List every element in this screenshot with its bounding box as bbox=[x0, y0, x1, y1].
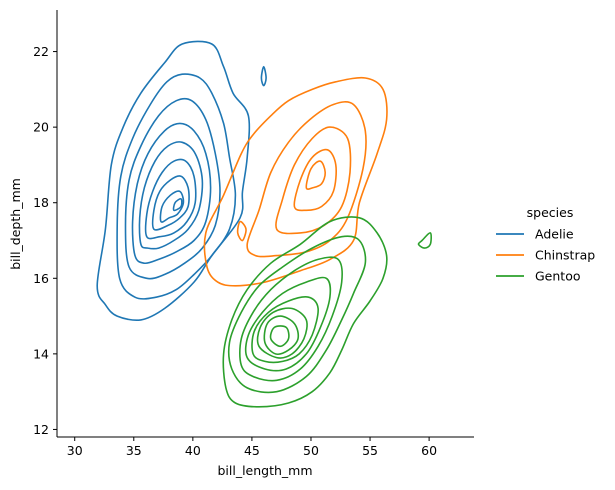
adelie-contour-8 bbox=[159, 190, 185, 223]
x-tick-label: 35 bbox=[126, 443, 142, 458]
legend: species Adelie Chinstrap Gentoo bbox=[496, 205, 595, 284]
y-tick-label: 16 bbox=[33, 271, 49, 286]
gentoo-contour-2 bbox=[227, 235, 367, 394]
gentoo-contour-8 bbox=[269, 325, 290, 348]
chinstrap-contour-3 bbox=[275, 126, 352, 235]
y-tick-label: 14 bbox=[33, 346, 49, 361]
legend-label: Gentoo bbox=[535, 269, 581, 284]
chinstrap-contour-6 bbox=[236, 220, 247, 242]
gentoo-contour-7 bbox=[263, 315, 300, 355]
chinstrap-contour-5 bbox=[305, 160, 327, 190]
x-tick-label: 30 bbox=[67, 443, 83, 458]
gentoo-contour-3 bbox=[239, 256, 343, 382]
x-axis-ticks: 30 35 40 45 50 55 60 bbox=[67, 437, 437, 458]
adelie-contour-6 bbox=[144, 158, 197, 240]
legend-label: Adelie bbox=[535, 227, 574, 242]
chinstrap-contour-4 bbox=[293, 148, 337, 212]
legend-label: Chinstrap bbox=[535, 248, 595, 263]
legend-title: species bbox=[527, 205, 574, 220]
gentoo-contour-1 bbox=[222, 216, 388, 408]
y-axis-ticks: 12 14 16 18 20 22 bbox=[33, 44, 57, 437]
legend-item-chinstrap: Chinstrap bbox=[496, 248, 595, 263]
y-tick-label: 18 bbox=[33, 195, 49, 210]
y-tick-label: 20 bbox=[33, 120, 49, 135]
legend-item-gentoo: Gentoo bbox=[496, 269, 581, 284]
gentoo-contour-5 bbox=[251, 296, 319, 364]
series-chinstrap-contours bbox=[203, 76, 388, 287]
adelie-contour-10 bbox=[260, 65, 267, 87]
x-tick-label: 60 bbox=[421, 443, 437, 458]
x-tick-label: 50 bbox=[303, 443, 319, 458]
x-tick-label: 55 bbox=[362, 443, 378, 458]
chinstrap-contour-2 bbox=[246, 101, 367, 258]
contour-layer bbox=[96, 40, 432, 408]
legend-item-adelie: Adelie bbox=[496, 227, 574, 242]
chinstrap-contour-1 bbox=[203, 76, 388, 287]
x-tick-label: 40 bbox=[185, 443, 201, 458]
y-tick-label: 22 bbox=[33, 44, 49, 59]
adelie-contour-1 bbox=[96, 40, 251, 321]
series-adelie-contours bbox=[96, 40, 267, 321]
adelie-contour-4 bbox=[131, 122, 212, 265]
y-axis-title: bill_depth_mm bbox=[8, 178, 23, 270]
adelie-contour-9 bbox=[172, 198, 183, 212]
x-tick-label: 45 bbox=[244, 443, 260, 458]
gentoo-contour-9 bbox=[417, 232, 432, 249]
adelie-contour-5 bbox=[138, 141, 204, 250]
series-gentoo-contours bbox=[222, 216, 432, 408]
adelie-contour-3 bbox=[124, 97, 221, 280]
gentoo-contour-4 bbox=[244, 276, 332, 372]
adelie-contour-2 bbox=[116, 73, 237, 300]
y-tick-label: 12 bbox=[33, 422, 49, 437]
x-axis-title: bill_length_mm bbox=[217, 463, 312, 478]
adelie-contour-7 bbox=[151, 175, 190, 231]
gentoo-contour-6 bbox=[256, 307, 308, 359]
